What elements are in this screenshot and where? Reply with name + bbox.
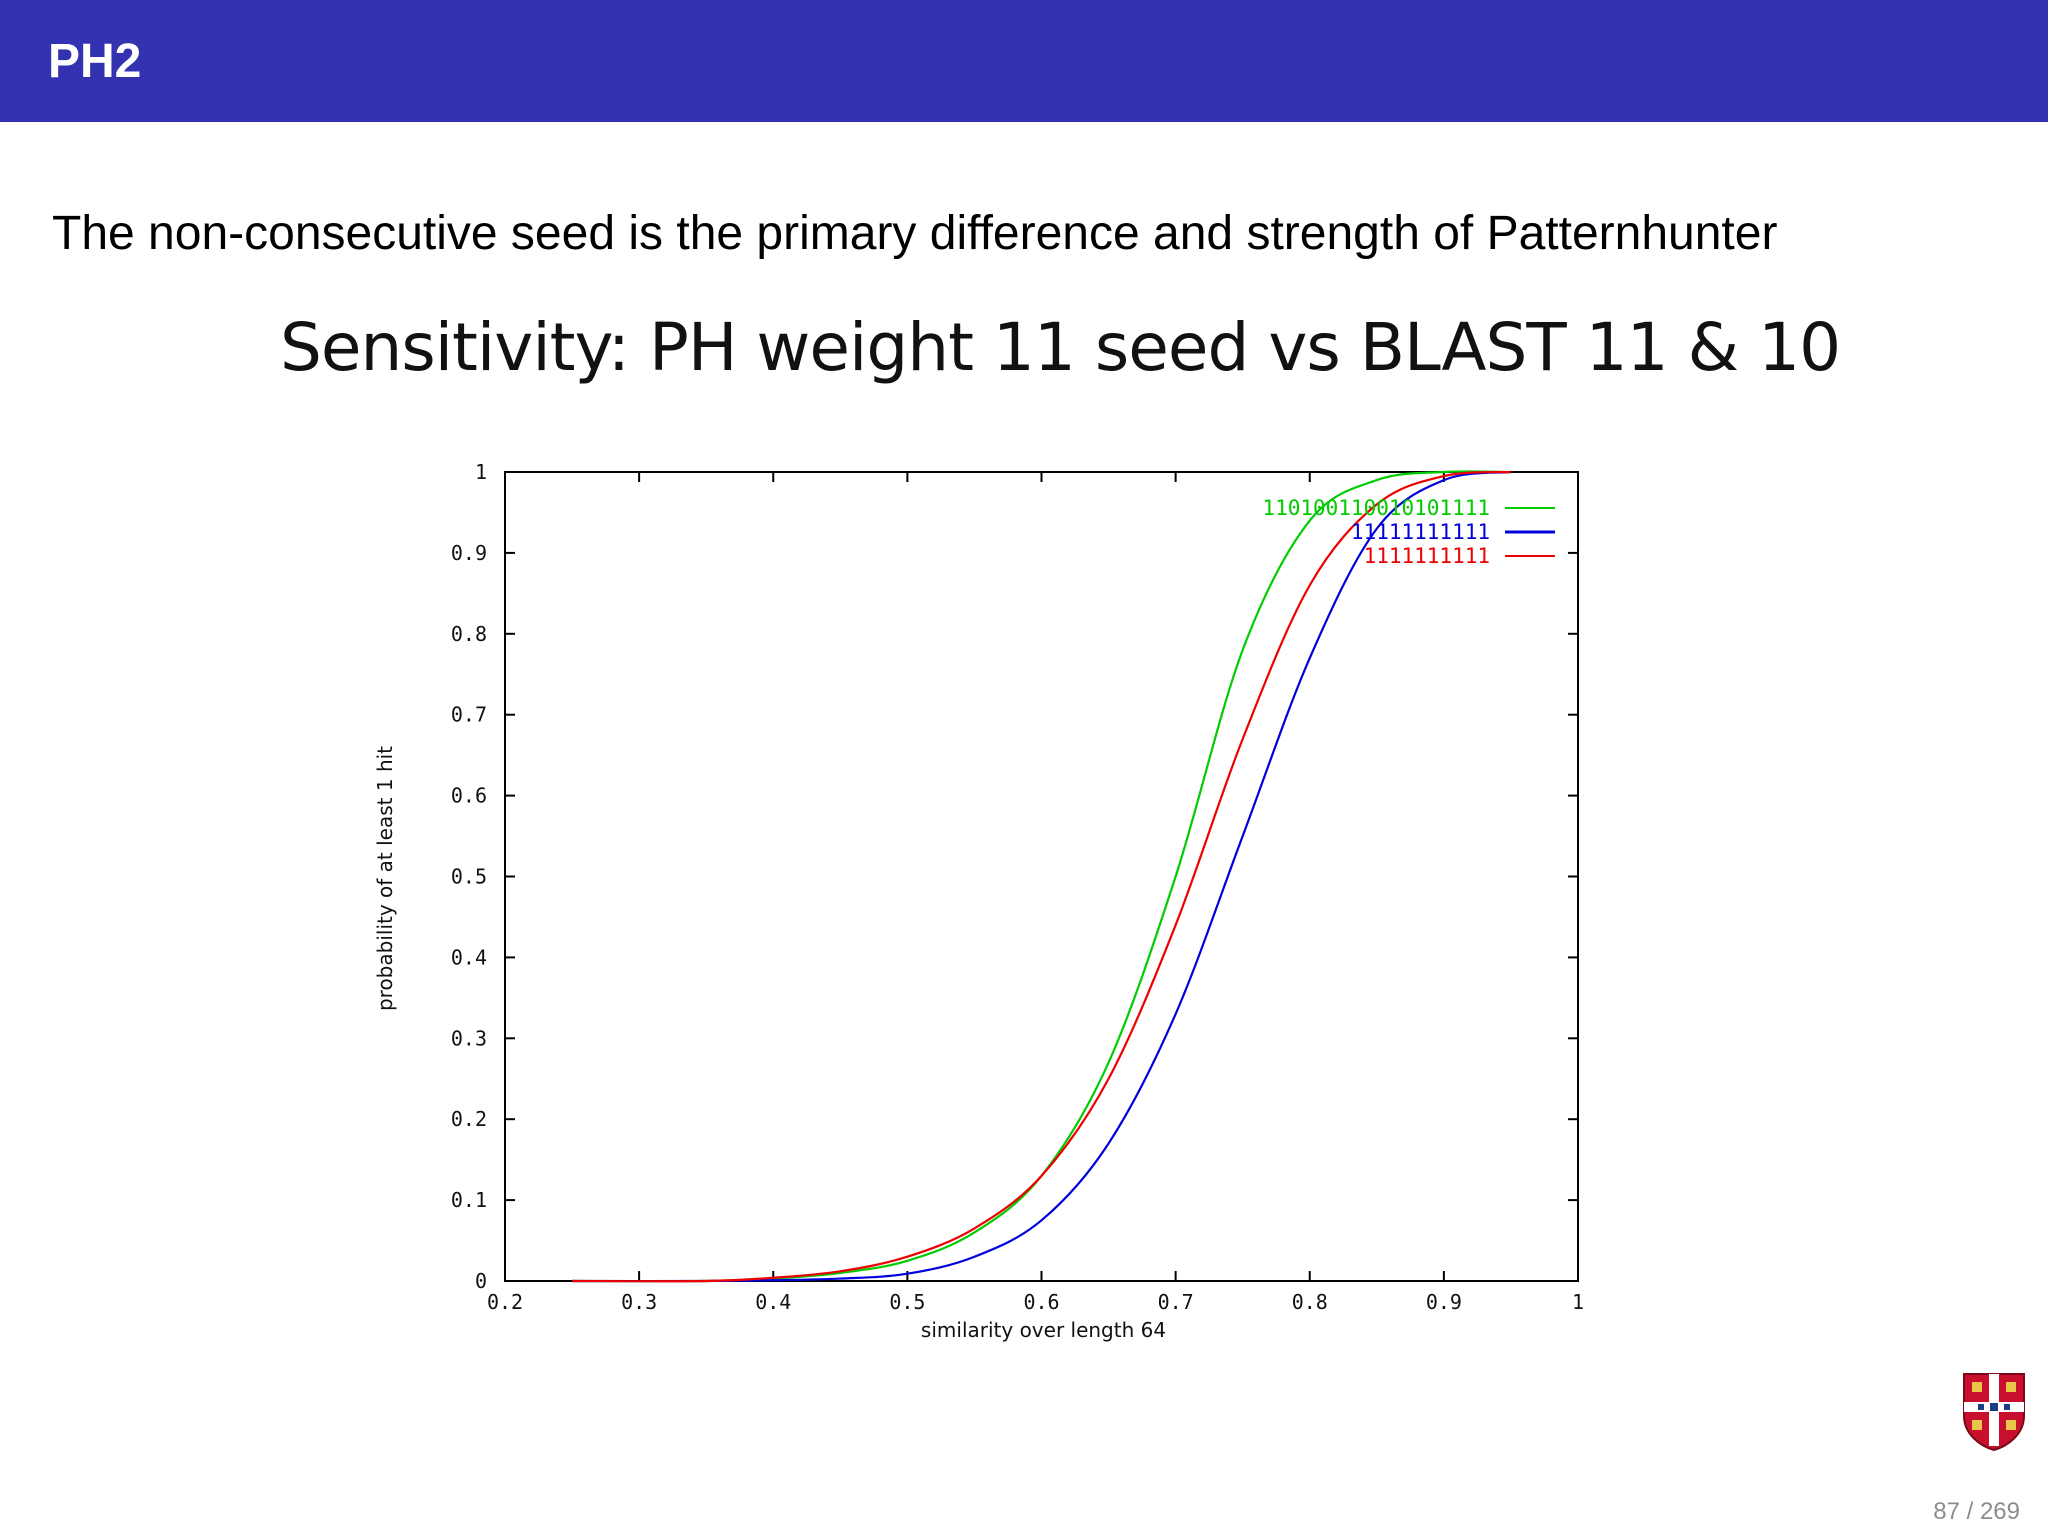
y-tick-label: 0.7 xyxy=(451,703,487,727)
header-bar xyxy=(0,0,2048,122)
legend-label-2: 1111111111 xyxy=(1364,544,1490,568)
y-tick-label: 0.3 xyxy=(451,1026,487,1050)
x-axis-label: similarity over length 64 xyxy=(921,1318,1166,1342)
x-tick-label: 1 xyxy=(1572,1290,1584,1314)
series-line-1 xyxy=(572,470,1512,1283)
series-line-2 xyxy=(572,470,1512,1283)
legend-label-1: 11111111111 xyxy=(1351,520,1490,544)
y-tick-label: 0.6 xyxy=(451,784,487,808)
y-tick-label: 0.2 xyxy=(451,1107,487,1131)
x-tick-label: 0.2 xyxy=(487,1290,523,1314)
lead-text: The non-consecutive seed is the primary … xyxy=(52,207,1778,260)
y-tick-label: 0.5 xyxy=(451,865,487,889)
x-tick-label: 0.6 xyxy=(1023,1290,1059,1314)
y-axis-label: probability of at least 1 hit xyxy=(373,746,397,1011)
y-tick-label: 0.1 xyxy=(451,1188,487,1212)
x-tick-label: 0.8 xyxy=(1292,1290,1328,1314)
x-tick-label: 0.5 xyxy=(889,1290,925,1314)
y-tick-label: 1 xyxy=(475,460,487,484)
page-counter: 87 / 269 xyxy=(1933,1498,2020,1525)
x-tick-label: 0.7 xyxy=(1158,1290,1194,1314)
legend-label-0: 110100110010101111 xyxy=(1262,496,1490,520)
series-line-0 xyxy=(572,470,1511,1283)
university-crest-icon xyxy=(1963,1373,2025,1452)
y-tick-label: 0.8 xyxy=(451,622,487,646)
series-layer xyxy=(572,470,1512,1283)
x-tick-label: 0.9 xyxy=(1426,1290,1462,1314)
frame-title: PH2 xyxy=(48,35,142,88)
y-tick-label: 0 xyxy=(475,1269,487,1293)
chart-heading: Sensitivity: PH weight 11 seed vs BLAST … xyxy=(280,309,1841,386)
plot-frame xyxy=(504,471,1579,1282)
y-tick-label: 0.4 xyxy=(451,945,487,969)
y-tick-label: 0.9 xyxy=(451,541,487,565)
axes-layer: 0.2 0.3 0.4 0.5 0.6 0.7 0.8 0.9 1 0 0.1 0.2 0.3 0.4 0.… xyxy=(373,460,1584,1342)
x-tick-label: 0.4 xyxy=(755,1290,791,1314)
x-tick-label: 0.3 xyxy=(621,1290,657,1314)
